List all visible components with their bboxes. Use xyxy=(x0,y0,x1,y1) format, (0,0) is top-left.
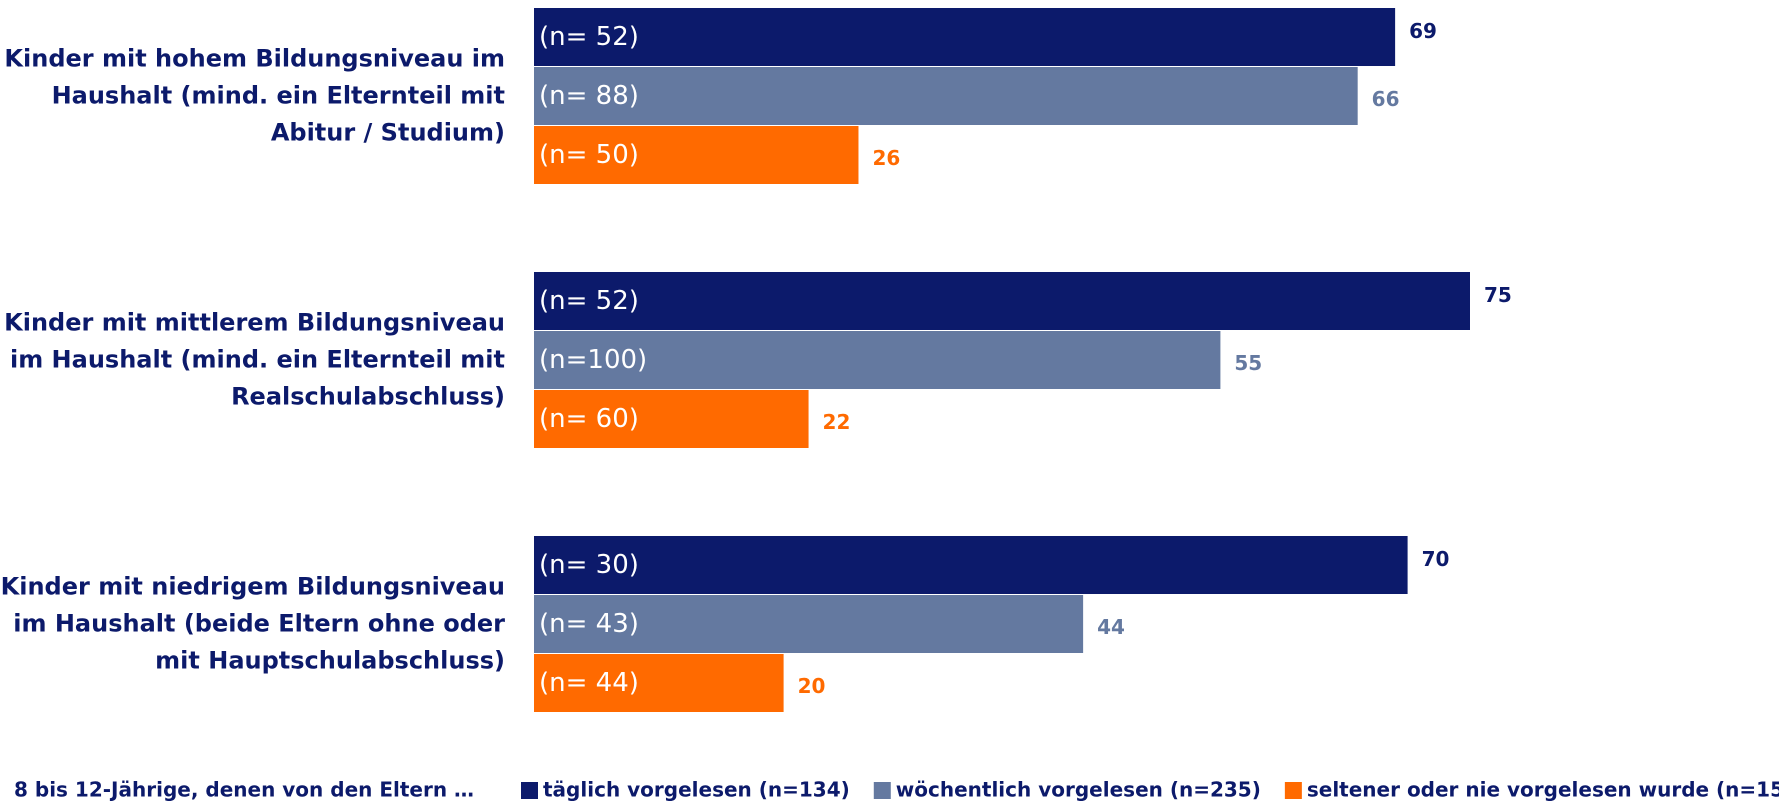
legend-title: 8 bis 12-Jährige, denen von den Eltern … xyxy=(14,778,474,802)
bar xyxy=(534,67,1358,125)
legend-label: wöchentlich vorgelesen (n=235) xyxy=(896,778,1261,802)
legend-label: täglich vorgelesen (n=134) xyxy=(543,778,850,802)
bar xyxy=(534,536,1408,594)
category-label: Haushalt (mind. ein Elternteil mit xyxy=(52,82,505,110)
bar-n-label: (n= 30) xyxy=(539,550,639,580)
bar-n-label: (n= 88) xyxy=(539,81,639,111)
value-label: 69 xyxy=(1409,19,1437,43)
legend-swatch xyxy=(873,782,891,799)
value-label: 55 xyxy=(1234,351,1262,375)
category-label: Kinder mit niedrigem Bildungsniveau xyxy=(1,573,505,601)
category-label: Abitur / Studium) xyxy=(271,119,505,147)
bar-n-label: (n= 52) xyxy=(539,22,639,52)
legend-label: seltener oder nie vorgelesen wurde (n=15… xyxy=(1307,778,1779,802)
category-label: im Haushalt (mind. ein Elternteil mit xyxy=(10,346,505,374)
value-label: 44 xyxy=(1097,615,1125,639)
bar xyxy=(534,390,809,448)
bar-n-label: (n= 50) xyxy=(539,140,639,170)
bar-n-label: (n= 44) xyxy=(539,668,639,698)
value-label: 75 xyxy=(1484,283,1512,307)
legend-swatch xyxy=(1284,782,1302,799)
value-label: 22 xyxy=(823,410,851,434)
category-label: Kinder mit mittlerem Bildungsniveau xyxy=(4,309,505,337)
bar xyxy=(534,595,1084,653)
value-label: 26 xyxy=(872,146,900,170)
bar-n-label: (n= 43) xyxy=(539,609,639,639)
category-label: Realschulabschluss) xyxy=(231,383,505,411)
bar-n-label: (n=100) xyxy=(539,345,647,375)
bar xyxy=(534,654,784,712)
bar xyxy=(534,272,1470,330)
value-label: 20 xyxy=(798,674,826,698)
legend-swatch xyxy=(521,782,538,799)
bar xyxy=(534,126,859,184)
category-label: im Haushalt (beide Eltern ohne oder xyxy=(13,610,505,638)
bar-n-label: (n= 52) xyxy=(539,286,639,316)
bar xyxy=(534,8,1396,66)
bar-n-label: (n= 60) xyxy=(539,404,639,434)
value-label: 66 xyxy=(1372,87,1400,111)
category-label: mit Hauptschulabschluss) xyxy=(155,647,505,675)
value-label: 70 xyxy=(1422,547,1450,571)
category-label: Kinder mit hohem Bildungsniveau im xyxy=(4,45,505,73)
bar xyxy=(534,331,1221,389)
